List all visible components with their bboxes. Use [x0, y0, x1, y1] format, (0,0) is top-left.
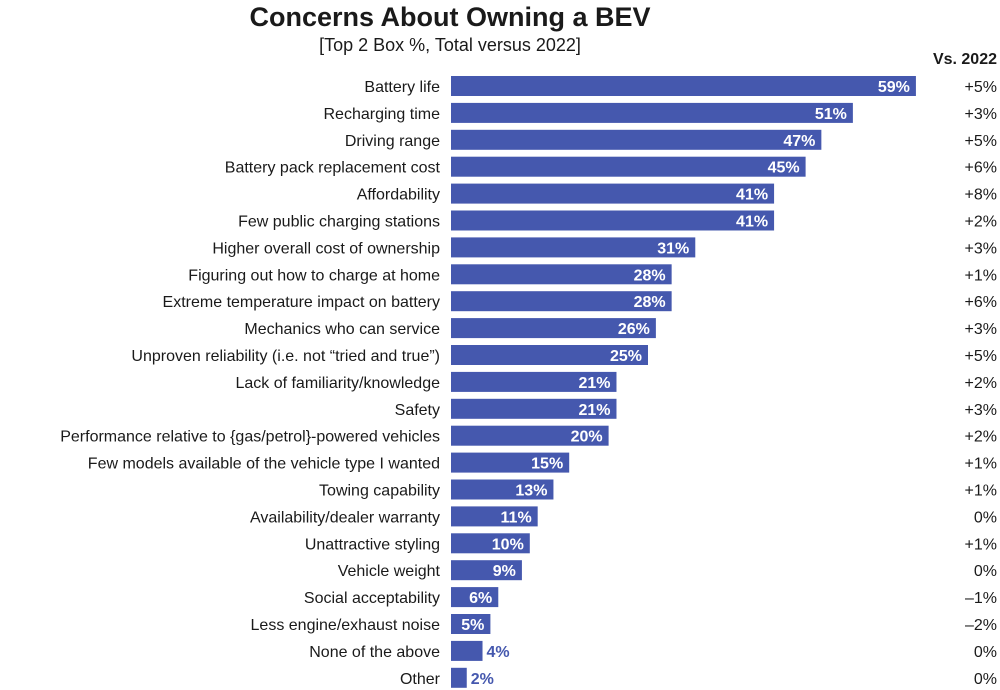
bar [451, 667, 467, 688]
change-label: –2% [965, 617, 997, 634]
change-label: +5% [965, 79, 997, 96]
bar [451, 345, 648, 365]
category-label: Safety [395, 402, 440, 419]
category-label: Figuring out how to charge at home [188, 267, 440, 284]
value-label: 28% [634, 294, 666, 311]
category-label: Towing capability [319, 483, 440, 500]
change-label: 0% [974, 644, 997, 661]
category-label: Battery life [364, 79, 440, 96]
value-label: 2% [471, 671, 494, 688]
value-label: 4% [487, 644, 510, 661]
category-label: Affordability [357, 187, 440, 204]
bar [451, 479, 554, 500]
category-label: Driving range [345, 133, 440, 150]
change-label: +2% [965, 429, 997, 446]
bar [451, 264, 672, 285]
bar [451, 210, 775, 231]
value-label: 25% [610, 348, 642, 365]
category-label: Less engine/exhaust noise [251, 617, 441, 634]
value-label: 11% [501, 509, 532, 526]
value-label: 31% [657, 240, 689, 257]
category-label: Higher overall cost of ownership [212, 240, 440, 257]
change-label: +3% [965, 106, 997, 123]
change-label: 0% [974, 509, 997, 526]
change-label: +3% [965, 402, 997, 419]
category-label: Recharging time [324, 106, 441, 123]
bar [451, 129, 822, 150]
value-label: 41% [736, 187, 768, 204]
bar [451, 291, 672, 312]
chart-subtitle: [Top 2 Box %, Total versus 2022] [319, 35, 581, 55]
bar [451, 506, 538, 527]
change-label: +1% [965, 456, 997, 473]
category-label: Lack of familiarity/knowledge [235, 375, 440, 392]
bar [451, 533, 530, 554]
change-label: +5% [965, 348, 997, 365]
category-label: Performance relative to {gas/petrol}-pow… [60, 429, 440, 446]
change-label: +6% [965, 294, 997, 311]
bar [451, 371, 617, 392]
category-label: None of the above [309, 644, 440, 661]
change-column-header: Vs. 2022 [932, 51, 997, 68]
category-label: Mechanics who can service [244, 321, 440, 338]
change-label: +1% [965, 267, 997, 284]
value-label: 21% [578, 402, 610, 419]
value-label: 6% [469, 590, 492, 607]
change-label: 0% [974, 563, 997, 580]
change-label: +1% [965, 536, 997, 553]
value-label: 47% [783, 133, 815, 150]
category-label: Few public charging stations [238, 214, 440, 231]
bar [451, 237, 696, 258]
value-label: 13% [515, 483, 547, 500]
value-label: 28% [634, 267, 666, 284]
category-label: Social acceptability [304, 590, 440, 607]
value-label: 5% [461, 617, 484, 634]
bar [451, 560, 522, 581]
value-label: 10% [492, 536, 524, 553]
change-label: +3% [965, 321, 997, 338]
bar [451, 318, 656, 339]
category-label: Unproven reliability (i.e. not “tried an… [131, 348, 440, 365]
change-label: +3% [965, 240, 997, 257]
value-label: 45% [768, 160, 800, 177]
value-label: 41% [736, 214, 768, 231]
value-label: 15% [531, 456, 563, 473]
category-label: Vehicle weight [338, 563, 441, 580]
category-label: Availability/dealer warranty [250, 509, 440, 526]
change-label: +1% [965, 483, 997, 500]
bar [451, 183, 775, 204]
bar [451, 398, 617, 419]
category-label: Few models available of the vehicle type… [88, 456, 440, 473]
category-label: Unattractive styling [305, 536, 440, 553]
bar [451, 102, 853, 123]
bar [451, 640, 483, 661]
category-label: Other [400, 671, 441, 688]
change-label: +6% [965, 160, 997, 177]
chart-title: Concerns About Owning a BEV [249, 2, 651, 32]
value-label: 21% [578, 375, 610, 392]
value-label: 9% [493, 563, 516, 580]
change-label: +5% [965, 133, 997, 150]
change-label: –1% [965, 590, 997, 607]
value-label: 59% [878, 79, 910, 96]
bar [451, 452, 570, 473]
bar [451, 425, 609, 446]
change-label: +2% [965, 214, 997, 231]
value-label: 26% [618, 321, 650, 338]
category-label: Battery pack replacement cost [225, 160, 441, 177]
change-label: +2% [965, 375, 997, 392]
bar [451, 587, 499, 608]
bar [451, 156, 806, 177]
value-label: 20% [571, 429, 603, 446]
bar [451, 614, 491, 634]
value-label: 51% [815, 106, 847, 123]
category-label: Extreme temperature impact on battery [163, 294, 440, 311]
change-label: 0% [974, 671, 997, 688]
bar [451, 76, 916, 96]
change-label: +8% [965, 187, 997, 204]
